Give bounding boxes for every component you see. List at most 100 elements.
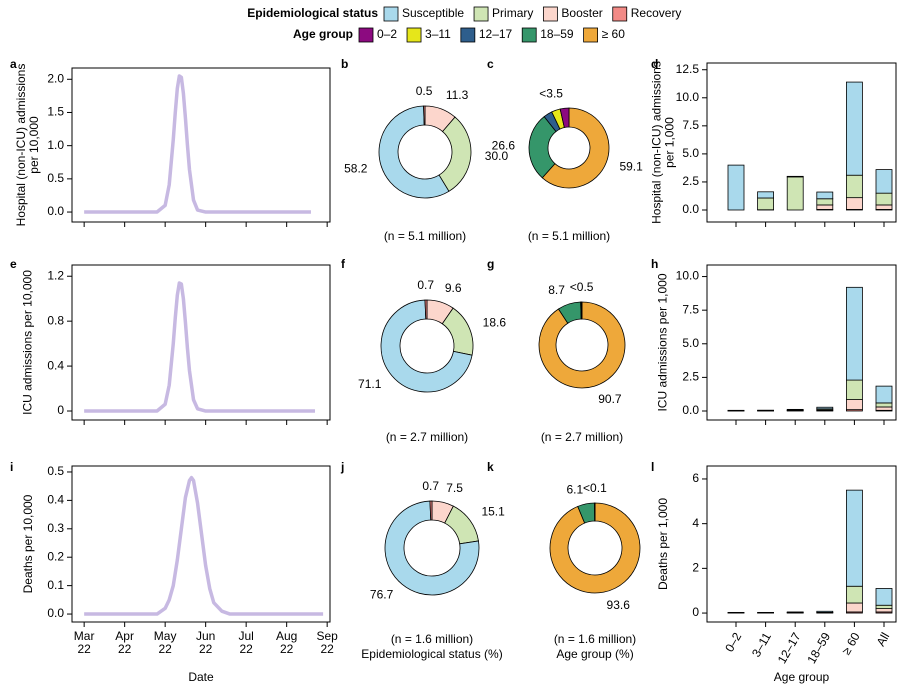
y-tick-label: 2.5 [682,370,699,384]
y-tick-label: 0.1 [47,578,64,592]
note: (n = 1.6 million) [554,632,636,646]
bar-segment [727,164,745,211]
bar-segment [846,399,863,411]
data-label: 0.7 [417,278,434,292]
x-tick-label-box: Jul 22 [238,629,254,656]
x-tick-label: May 22 [153,629,177,656]
x-tick-label: Jul 22 [238,629,254,656]
x-tick-label-box: Sep 22 [316,630,337,656]
y-tick-label: 0.4 [47,358,64,372]
y-tick-label: 0.5 [47,464,64,478]
legend-label: Booster [561,6,602,20]
bar-segment [786,175,804,178]
donut-segment [423,105,426,126]
bar-segment [875,402,893,408]
y-axis-label-box: Hospital (non-ICU) admissions per 1,000 [649,61,676,224]
plot-frame [706,62,897,223]
data-label: 76.7 [370,587,394,601]
y-tick-label: 0 [692,605,699,619]
data-label: 15.1 [481,504,505,518]
y-tick-label: 0.8 [47,313,64,327]
y-tick-label: 0 [57,403,64,417]
plot-frame [706,465,897,623]
data-label: <0.1 [583,481,607,495]
data-label: 0.5 [416,84,433,98]
y-tick-label: 0.0 [682,403,699,417]
plot-frame [71,264,331,421]
note: (n = 5.1 million) [528,229,610,243]
data-label: 71.1 [358,377,382,391]
y-axis-label: ICU admissions per 10,000 [20,270,35,415]
donut-segment [384,500,480,596]
y-axis-label-box: Deaths per 1,000 [656,498,670,590]
x-tick-label-box: May 22 [153,629,177,656]
note: (n = 5.1 million) [384,229,466,243]
y-tick-label: 10.0 [676,90,700,104]
bar-segment [846,585,863,604]
line [84,74,311,214]
y-tick-label: 2 [692,561,699,575]
bar-segment [816,198,834,206]
bar-segment [846,379,863,400]
legend-label: 18–59 [540,27,574,41]
bar-segment [846,197,863,210]
legend-swatch [583,27,598,43]
x-axis-label: Epidemiological status (%) [361,647,502,661]
data-label: 26.6 [492,138,516,152]
plot-frame [706,264,897,421]
legend-swatch [383,6,399,22]
legend-label: 3–11 [425,27,451,41]
legend-label: Susceptible [402,6,464,20]
y-axis-label-box: ICU admissions per 1,000 [655,273,670,412]
data-label: 6.1 [567,482,584,496]
y-tick-label: 1.5 [47,105,64,119]
x-tick-label: 18–59 [804,630,833,666]
x-tick-label: ≥ 60 [839,630,863,657]
plot-frame [71,67,331,223]
line [84,475,324,616]
y-axis-label-box: ICU admissions per 10,000 [20,270,35,415]
y-tick-label: 0.4 [47,493,64,507]
x-tick-label-box: Mar 22 [73,629,95,656]
data-label: 8.7 [548,283,565,297]
x-tick-label: Mar 22 [73,629,95,656]
data-label: <3.5 [539,87,563,101]
panel-label: e [10,257,17,271]
y-tick-label: 0.0 [47,204,64,218]
note: (n = 2.7 million) [386,430,468,444]
y-axis-label: Hospital (non-ICU) admissions per 10,000 [14,63,41,227]
legend-label: 12–17 [479,27,513,41]
x-tick-label: 0–2 [722,630,744,655]
y-tick-label: 12.5 [676,62,700,76]
panel-label: k [487,460,494,474]
plot-frame [71,465,331,623]
bar-segment [846,174,863,199]
donut-segment [559,107,570,128]
data-label: 18.6 [483,316,507,330]
bar-segment [786,408,804,411]
bar-segment [757,191,774,199]
y-axis-label-box: Hospital (non-ICU) admissions per 10,000 [14,63,41,227]
panel-label: g [487,257,494,271]
bar-segment [875,588,893,606]
legend-swatch [542,6,558,22]
bar-segment [875,192,893,206]
legend-title: Age group [293,27,353,41]
x-tick-label: All [874,630,893,649]
bar-segment [816,191,834,200]
y-axis-label: ICU admissions per 1,000 [655,273,670,412]
panel-label: h [651,257,658,271]
bar-segment [846,489,863,587]
donut-segment [380,299,473,393]
data-label: 93.6 [607,598,631,612]
donut-segment [581,301,583,320]
y-tick-label: 4 [692,516,699,530]
bar-segment [875,406,893,411]
legend-swatch [358,27,374,43]
panel-label: c [487,57,494,71]
y-axis-label-box: Deaths per 10,000 [21,495,35,594]
note: (n = 2.7 million) [541,430,623,444]
note: (n = 1.6 million) [391,632,473,646]
donut-segment [429,500,433,521]
